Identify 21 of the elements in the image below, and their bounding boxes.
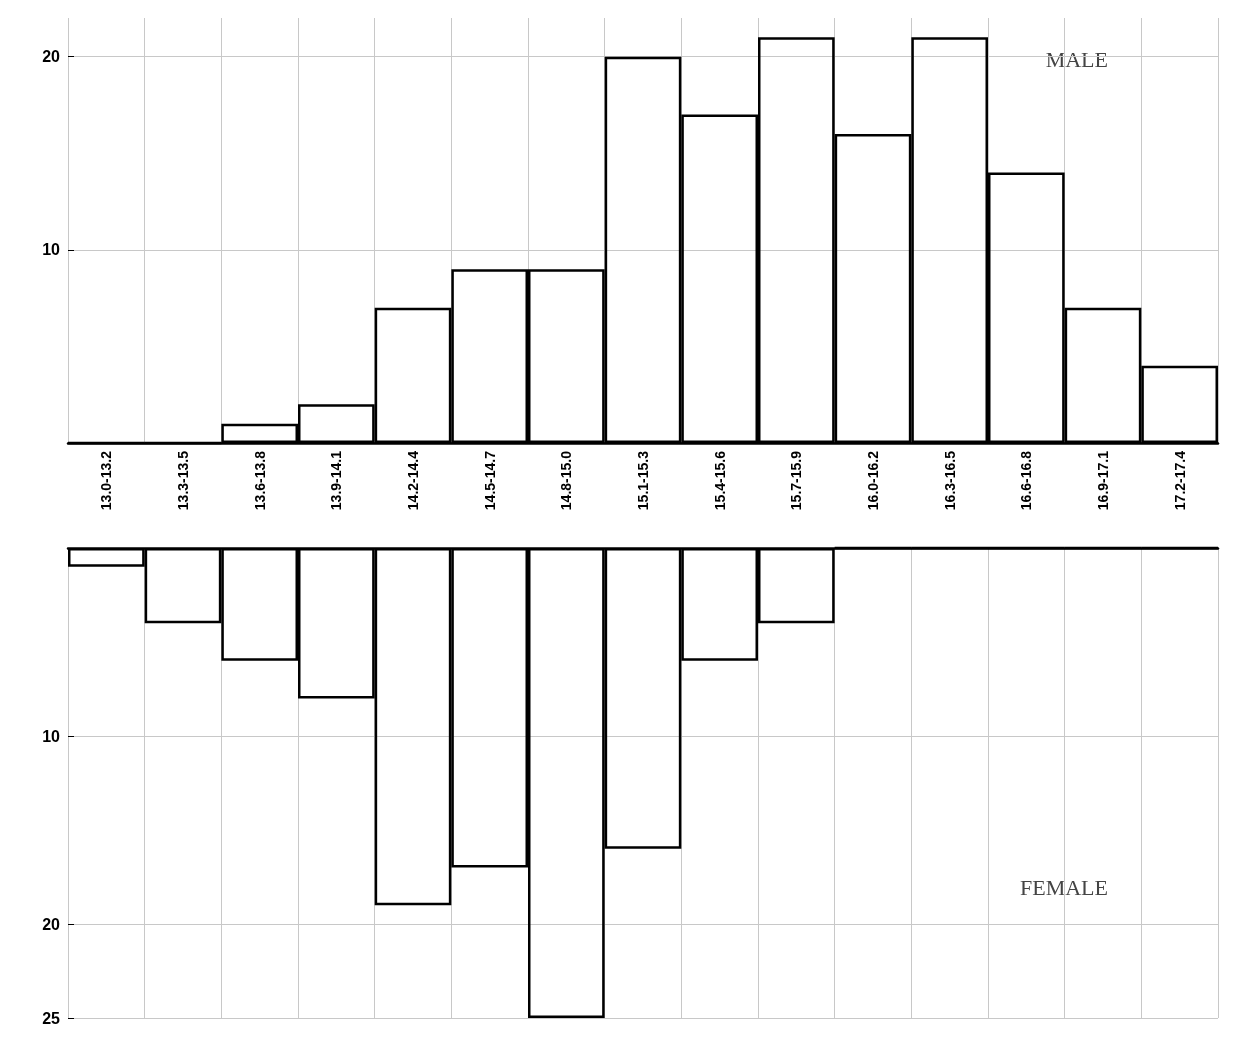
y-tick-label: 10 xyxy=(42,727,61,745)
x-tick-label: 16.3-16.5 xyxy=(941,450,958,511)
x-tick-label: 14.5-14.7 xyxy=(481,450,498,511)
y-tick-label: 20 xyxy=(42,915,61,933)
y-tick-label: 10 xyxy=(42,241,61,259)
x-tick-label: 16.9-17.1 xyxy=(1095,450,1111,511)
x-tick-label: 16.0-16.2 xyxy=(865,450,881,511)
x-tick-label: 14.8-15.0 xyxy=(558,450,575,511)
y-tick-label: 20 xyxy=(42,48,61,66)
x-tick-label: 15.7-15.9 xyxy=(788,450,805,511)
y-tick-label: 25 xyxy=(42,1009,61,1027)
x-tick-label: 17.2-17.4 xyxy=(1171,450,1188,511)
x-tick-label: 15.1-15.3 xyxy=(635,450,651,511)
x-tick-label: 13.3-13.5 xyxy=(175,450,191,511)
x-tick-label: 13.0-13.2 xyxy=(98,450,115,511)
x-tick-label: 16.6-16.8 xyxy=(1018,450,1035,511)
x-tick-label: 15.4-15.6 xyxy=(711,450,728,511)
x-tick-label: 13.6-13.8 xyxy=(251,450,268,511)
x-tick-label: 13.9-14.1 xyxy=(328,450,345,511)
annotation: FEMALE xyxy=(1020,874,1108,900)
x-tick-label: 14.2-14.4 xyxy=(405,450,421,511)
